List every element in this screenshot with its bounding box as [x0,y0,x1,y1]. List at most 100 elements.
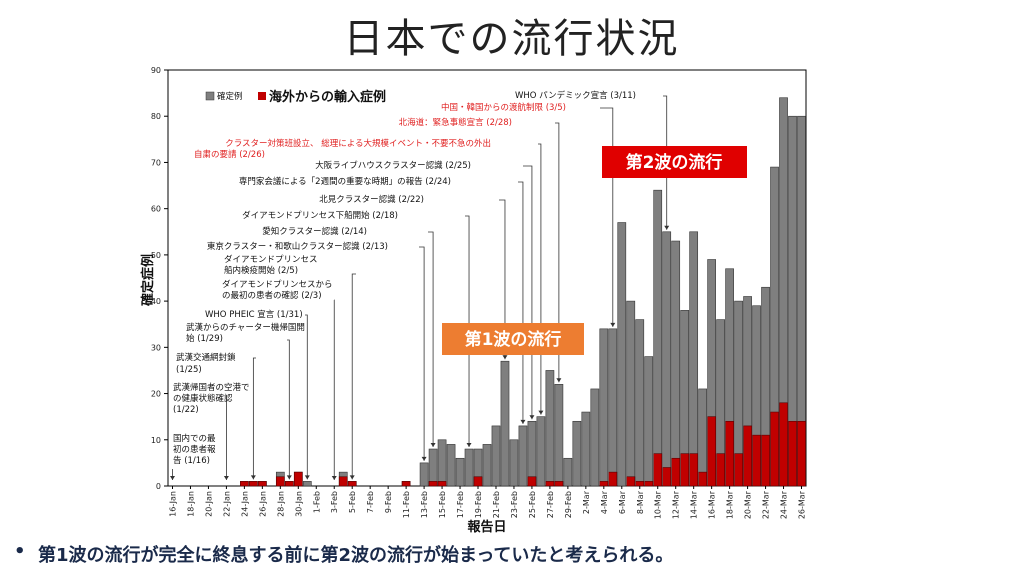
annotation-arrowhead [250,475,256,480]
bar-confirmed [689,231,699,487]
annotation-leader [523,165,533,420]
x-tick-label: 2-Mar [582,490,591,514]
x-tick-label: 3-Feb [330,491,339,513]
chart-bars [240,97,806,487]
x-tick-label: 24-Mar [780,490,789,519]
x-tick-label: 24-Jan [240,491,249,517]
bar-confirmed [563,457,573,487]
annotation-arrowhead [466,443,472,448]
x-tick-label: 8-Mar [636,490,645,514]
x-tick-label: 4-Mar [600,490,609,514]
bar-confirmed [653,189,663,487]
bar-confirmed [428,448,438,487]
annotation-text: クラスター対策班設立、 総理による大規模イベント・不要不急の外出 [225,138,491,149]
annotation-leader [663,95,668,230]
x-tick-label: 9-Feb [384,491,393,513]
bar-imported [527,476,537,487]
y-tick-label: 10 [151,436,161,445]
x-tick-label: 11-Feb [402,491,411,518]
annotation-text: 北見クラスター認識 (2/22) [319,194,424,205]
bar-imported [599,481,609,487]
annotation-text: 武漢交通網封鎖 [176,352,236,363]
conclusion-text: 第1波の流行が完全に終息する前に第2波の流行が始まっていたと考えられる。 [38,545,674,566]
y-tick-label: 20 [151,390,161,399]
bar-imported [284,481,294,487]
bar-confirmed [419,462,429,487]
annotation-arrowhead [610,322,616,327]
legend-swatch-imported [258,92,266,100]
x-tick-label: 18-Jan [186,491,195,517]
annotation-text: WHO PHEIC 宣言 (1/31) [205,309,303,320]
bar-confirmed [536,416,546,487]
x-tick-label: 10-Mar [654,490,663,519]
x-tick-label: 25-Feb [528,491,537,518]
bar-confirmed [590,388,600,487]
y-tick-labels: 0 10 20 30 40 50 60 70 80 90 [151,66,168,491]
x-tick-label: 6-Mar [618,490,627,514]
bar-imported [644,481,654,487]
wave-callouts: 第1波の流行 第2波の流行 [442,146,747,355]
annotation-text: 愛知クラスター認識 (2/14) [262,226,367,237]
bar-imported [698,471,708,487]
bar-imported [338,476,348,487]
annotation-arrowhead [538,410,544,415]
bar-imported [428,481,438,487]
bar-confirmed [662,231,672,487]
y-tick-label: 60 [151,205,161,214]
bar-confirmed [437,439,447,487]
annotation-text: 武漢からのチャーター機帰国開 [186,322,305,333]
x-tick-label: 16-Mar [708,490,717,519]
legend-label-imported: 海外からの輸入症例 [269,89,386,105]
bar-imported [797,420,806,487]
annotation-text: ダイアモンドプリンセスから [222,279,333,290]
bar-imported [554,481,564,487]
x-tick-label: 27-Feb [546,491,555,518]
bar-confirmed [572,420,582,487]
annotation-leader [538,143,542,415]
bar-imported [770,411,779,487]
bar-imported [788,420,797,487]
x-tick-label: 7-Feb [366,491,375,513]
annotation-text: 中国・韓国からの渡航制限 (3/5) [441,102,566,113]
x-tick-label: 5-Feb [348,491,357,513]
annotation-text: の最初の患者の確認 (2/3) [222,290,322,301]
bar-confirmed [644,356,654,487]
annotation-text: ダイアモンドプリンセス [224,254,318,265]
bar-confirmed [464,448,474,487]
annotation-leader [419,246,425,461]
annotation-leader [518,181,524,424]
bar-confirmed [599,328,609,487]
bar-imported [761,434,770,487]
bar-imported [689,453,699,487]
legend-label-confirmed: 確定例 [217,91,243,102]
annotation-leader [465,215,470,448]
bar-confirmed [500,360,510,487]
x-tick-label: 26-Mar [798,490,807,519]
x-tick-label: 22-Mar [762,490,771,519]
x-tick-label: 18-Mar [726,490,735,519]
bar-confirmed [635,319,645,487]
bar-imported [653,453,663,487]
x-tick-label: 13-Feb [420,491,429,518]
bar-imported [743,425,752,487]
bar-imported [635,481,645,487]
bar-imported [240,481,249,487]
bar-imported [626,476,636,487]
bar-imported [752,434,761,487]
annotation-arrowhead [421,456,427,461]
annotation-arrowhead [529,415,535,420]
x-tick-label: 12-Mar [672,490,681,519]
y-tick-label: 30 [151,343,161,352]
bar-confirmed [491,425,501,487]
annotation-text: 専門家会議による「2週間の重要な時期」の報告 (2/24) [239,176,451,187]
x-tick-label: 22-Jan [222,491,231,517]
bullet-marker: • [14,541,26,562]
annotation-arrowhead [349,475,355,480]
bar-imported [473,476,483,487]
bar-imported [437,481,447,487]
bar-imported [725,420,734,487]
annotation-arrowhead [331,476,337,480]
bar-confirmed [455,457,465,487]
annotation-leader [555,122,560,383]
x-tick-label: 30-Jan [294,491,303,517]
